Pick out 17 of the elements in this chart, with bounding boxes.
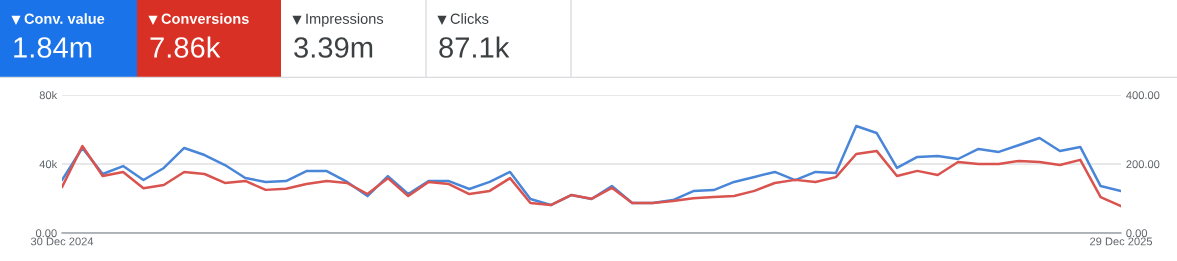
text: 7.86k bbox=[150, 36, 221, 58]
x-tick-label: 30 Dec 2024 bbox=[30, 237, 94, 246]
y2-tick-label: 0.00 bbox=[1126, 229, 1148, 238]
text: Conv. value bbox=[24, 13, 105, 24]
text: Conversions bbox=[161, 13, 249, 24]
text: Clicks bbox=[450, 13, 489, 24]
line-series bbox=[62, 144, 1121, 208]
x-tick-label: 29 Dec 2025 bbox=[1090, 237, 1153, 246]
y-tick-label: 80k bbox=[39, 90, 58, 100]
text: 1.84m bbox=[14, 37, 92, 58]
text: 3.39m bbox=[294, 37, 373, 58]
y-tick-label: 40k bbox=[39, 159, 58, 169]
text: 87.1k bbox=[439, 36, 510, 58]
y-tick-label: 0.00 bbox=[35, 229, 57, 238]
y2-tick-label: 400.00 bbox=[1126, 91, 1160, 100]
y2-tick-label: 200.00 bbox=[1126, 160, 1160, 169]
text: Impressions bbox=[306, 13, 384, 27]
